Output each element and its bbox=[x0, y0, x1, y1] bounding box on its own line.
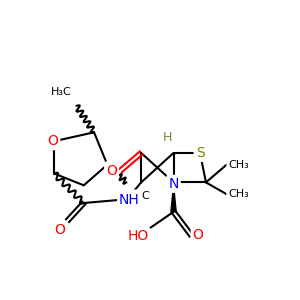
Text: CH₃: CH₃ bbox=[228, 189, 249, 199]
Text: CH₃: CH₃ bbox=[228, 160, 249, 170]
Text: N: N bbox=[168, 177, 179, 191]
Text: S: S bbox=[196, 146, 204, 160]
Text: H₃C: H₃C bbox=[51, 87, 72, 97]
Text: O: O bbox=[106, 164, 117, 178]
Text: O: O bbox=[54, 223, 65, 237]
Text: O: O bbox=[47, 134, 58, 148]
Text: H₃C: H₃C bbox=[129, 191, 150, 201]
Text: H: H bbox=[163, 131, 172, 144]
Polygon shape bbox=[171, 185, 176, 212]
Text: NH: NH bbox=[119, 193, 140, 207]
Text: O: O bbox=[193, 228, 204, 242]
Text: HO: HO bbox=[127, 230, 148, 244]
